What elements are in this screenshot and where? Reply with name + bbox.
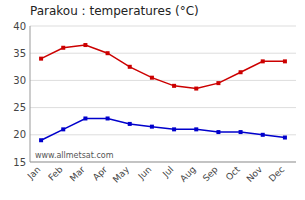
y-tick-label: 15: [13, 157, 26, 168]
grid: [30, 26, 296, 162]
point: [83, 43, 87, 47]
x-tick-label: Jan: [25, 164, 43, 182]
point: [194, 87, 198, 91]
x-tick-label: Sep: [201, 164, 220, 183]
point: [216, 130, 220, 134]
point: [172, 127, 176, 131]
series-line: [41, 118, 285, 140]
x-tick-label: Dec: [267, 164, 286, 183]
grid-line: [30, 162, 296, 163]
point: [261, 59, 265, 63]
x-axis: [30, 162, 296, 163]
y-tick-label: 20: [13, 129, 26, 140]
point: [172, 84, 176, 88]
grid-line: [30, 26, 296, 27]
point: [128, 122, 132, 126]
y-tick-label: 35: [13, 48, 26, 59]
annotation: www.allmetsat.com: [35, 151, 114, 160]
x-tick-label: Mar: [68, 164, 87, 183]
x-tick-label: May: [111, 164, 132, 185]
point: [106, 116, 110, 120]
point: [283, 59, 287, 63]
y-tick-label: 40: [13, 21, 26, 32]
point: [150, 76, 154, 80]
point: [239, 70, 243, 74]
plot-area: [39, 43, 287, 142]
point: [61, 46, 65, 50]
x-tick-label: Feb: [46, 164, 65, 183]
point: [39, 57, 43, 61]
point: [283, 136, 287, 140]
grid-line: [30, 107, 296, 108]
point: [150, 125, 154, 129]
title: Parakou : temperatures (°C): [30, 4, 199, 18]
grid-line: [30, 53, 296, 54]
point: [39, 138, 43, 142]
point: [261, 133, 265, 137]
x-tick-label: Oct: [224, 164, 242, 182]
point: [194, 127, 198, 131]
chart: Parakou : temperatures (°C) 15 20 25 30 35 40 J…: [0, 0, 305, 200]
point: [106, 51, 110, 55]
point: [128, 65, 132, 69]
point: [61, 127, 65, 131]
x-tick-label: Aug: [178, 164, 198, 184]
point: [239, 130, 243, 134]
grid-line: [30, 80, 296, 81]
x-tick-label: Nov: [245, 164, 265, 184]
series-line: [41, 45, 285, 89]
x-tick-label: Jun: [136, 164, 154, 182]
y-tick-label: 25: [13, 102, 26, 113]
x-tick-label: Apr: [91, 164, 109, 182]
y-tick-label: 30: [13, 75, 26, 86]
y-axis: [30, 26, 31, 162]
point: [216, 81, 220, 85]
x-tick-label: Jul: [160, 164, 175, 179]
point: [83, 116, 87, 120]
